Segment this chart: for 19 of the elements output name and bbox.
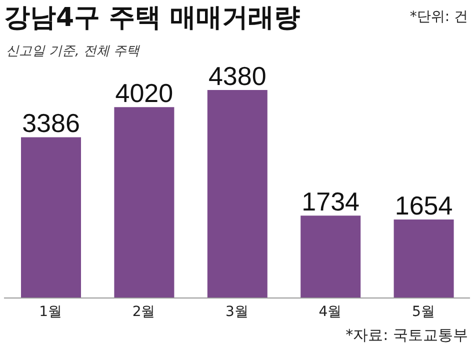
bar [114,107,174,298]
text: *단위: 건 [410,8,468,26]
x-tick-label: 5월 [412,304,435,320]
data-label: 4020 [115,78,174,108]
bar [207,90,268,298]
bar [21,137,81,298]
data-label: 1734 [302,186,360,217]
bar [300,216,361,298]
bar [394,219,454,298]
x-tick-label: 1월 [39,304,62,320]
chart-subtitle: 신고일 기준, 전체 주택 [6,43,140,60]
x-tick-label: 2월 [132,304,156,320]
text: *자료: 국토교통부 [346,326,468,345]
chart-title: 강남4구 주택 매매거래량 [4,2,300,35]
x-tick-label: 3월 [226,304,248,320]
data-label: 4380 [208,61,266,91]
data-label: 1654 [394,190,453,220]
x-tick-label: 4월 [318,304,342,320]
data-label: 3386 [22,108,80,138]
